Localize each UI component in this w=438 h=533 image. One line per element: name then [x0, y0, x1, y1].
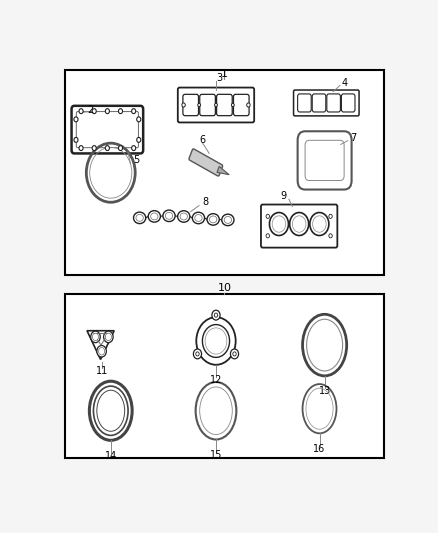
- Ellipse shape: [166, 212, 173, 219]
- Circle shape: [92, 109, 96, 114]
- Circle shape: [313, 216, 326, 232]
- Text: 15: 15: [210, 450, 222, 460]
- Ellipse shape: [178, 211, 190, 222]
- Circle shape: [92, 146, 96, 150]
- Circle shape: [194, 349, 201, 359]
- FancyBboxPatch shape: [200, 94, 215, 116]
- Text: 7: 7: [350, 133, 357, 143]
- Circle shape: [233, 352, 236, 356]
- Text: 16: 16: [314, 444, 325, 454]
- FancyBboxPatch shape: [183, 94, 198, 116]
- Circle shape: [196, 352, 199, 356]
- Circle shape: [269, 213, 289, 236]
- Circle shape: [202, 325, 230, 358]
- Circle shape: [91, 331, 100, 343]
- Circle shape: [272, 216, 286, 232]
- Text: 1: 1: [221, 69, 228, 79]
- Text: 11: 11: [96, 366, 108, 376]
- Circle shape: [266, 234, 269, 238]
- Ellipse shape: [195, 215, 202, 221]
- Ellipse shape: [180, 213, 187, 220]
- Circle shape: [105, 109, 110, 114]
- Circle shape: [105, 146, 110, 150]
- FancyBboxPatch shape: [298, 94, 311, 112]
- Circle shape: [212, 310, 220, 320]
- FancyBboxPatch shape: [312, 94, 326, 112]
- Circle shape: [132, 109, 136, 114]
- Polygon shape: [217, 166, 229, 175]
- Text: 4: 4: [342, 78, 348, 87]
- Text: 6: 6: [199, 135, 205, 145]
- Text: 13: 13: [318, 386, 331, 397]
- Ellipse shape: [224, 216, 232, 223]
- Circle shape: [119, 146, 123, 150]
- Circle shape: [132, 146, 136, 150]
- Circle shape: [74, 117, 78, 122]
- Circle shape: [230, 349, 239, 359]
- Circle shape: [232, 103, 234, 107]
- Circle shape: [92, 333, 99, 341]
- Circle shape: [198, 103, 201, 107]
- Ellipse shape: [207, 214, 219, 225]
- Circle shape: [247, 103, 250, 107]
- Bar: [65, 294, 384, 458]
- Ellipse shape: [148, 211, 160, 222]
- Text: 3: 3: [216, 73, 223, 83]
- FancyBboxPatch shape: [327, 94, 340, 112]
- Ellipse shape: [192, 212, 205, 224]
- Text: 14: 14: [105, 451, 117, 461]
- FancyBboxPatch shape: [217, 94, 232, 116]
- FancyBboxPatch shape: [233, 94, 249, 116]
- Circle shape: [290, 213, 309, 236]
- Circle shape: [137, 117, 141, 122]
- Text: 10: 10: [218, 282, 231, 293]
- Circle shape: [329, 214, 332, 219]
- Circle shape: [79, 146, 83, 150]
- Bar: [65, 70, 384, 276]
- Circle shape: [119, 109, 123, 114]
- Circle shape: [329, 234, 332, 238]
- Circle shape: [266, 214, 269, 219]
- Circle shape: [196, 317, 236, 365]
- Circle shape: [205, 328, 227, 354]
- Text: 2: 2: [87, 105, 94, 115]
- Circle shape: [105, 333, 111, 341]
- Text: 5: 5: [133, 156, 139, 165]
- Circle shape: [293, 216, 306, 232]
- Ellipse shape: [134, 212, 146, 224]
- Circle shape: [182, 103, 185, 107]
- Ellipse shape: [222, 214, 234, 225]
- Text: 12: 12: [210, 375, 222, 385]
- Circle shape: [74, 138, 78, 142]
- Ellipse shape: [209, 216, 217, 223]
- Circle shape: [137, 138, 141, 142]
- Ellipse shape: [163, 210, 175, 222]
- Text: 9: 9: [281, 191, 287, 201]
- Ellipse shape: [136, 214, 143, 221]
- FancyBboxPatch shape: [341, 94, 355, 112]
- Circle shape: [214, 313, 218, 317]
- Circle shape: [79, 109, 83, 114]
- Circle shape: [99, 348, 105, 355]
- Circle shape: [97, 345, 106, 357]
- Ellipse shape: [151, 213, 158, 220]
- Text: 8: 8: [203, 197, 209, 207]
- FancyBboxPatch shape: [189, 149, 223, 176]
- Circle shape: [310, 213, 329, 236]
- Circle shape: [104, 331, 113, 343]
- Circle shape: [215, 103, 217, 107]
